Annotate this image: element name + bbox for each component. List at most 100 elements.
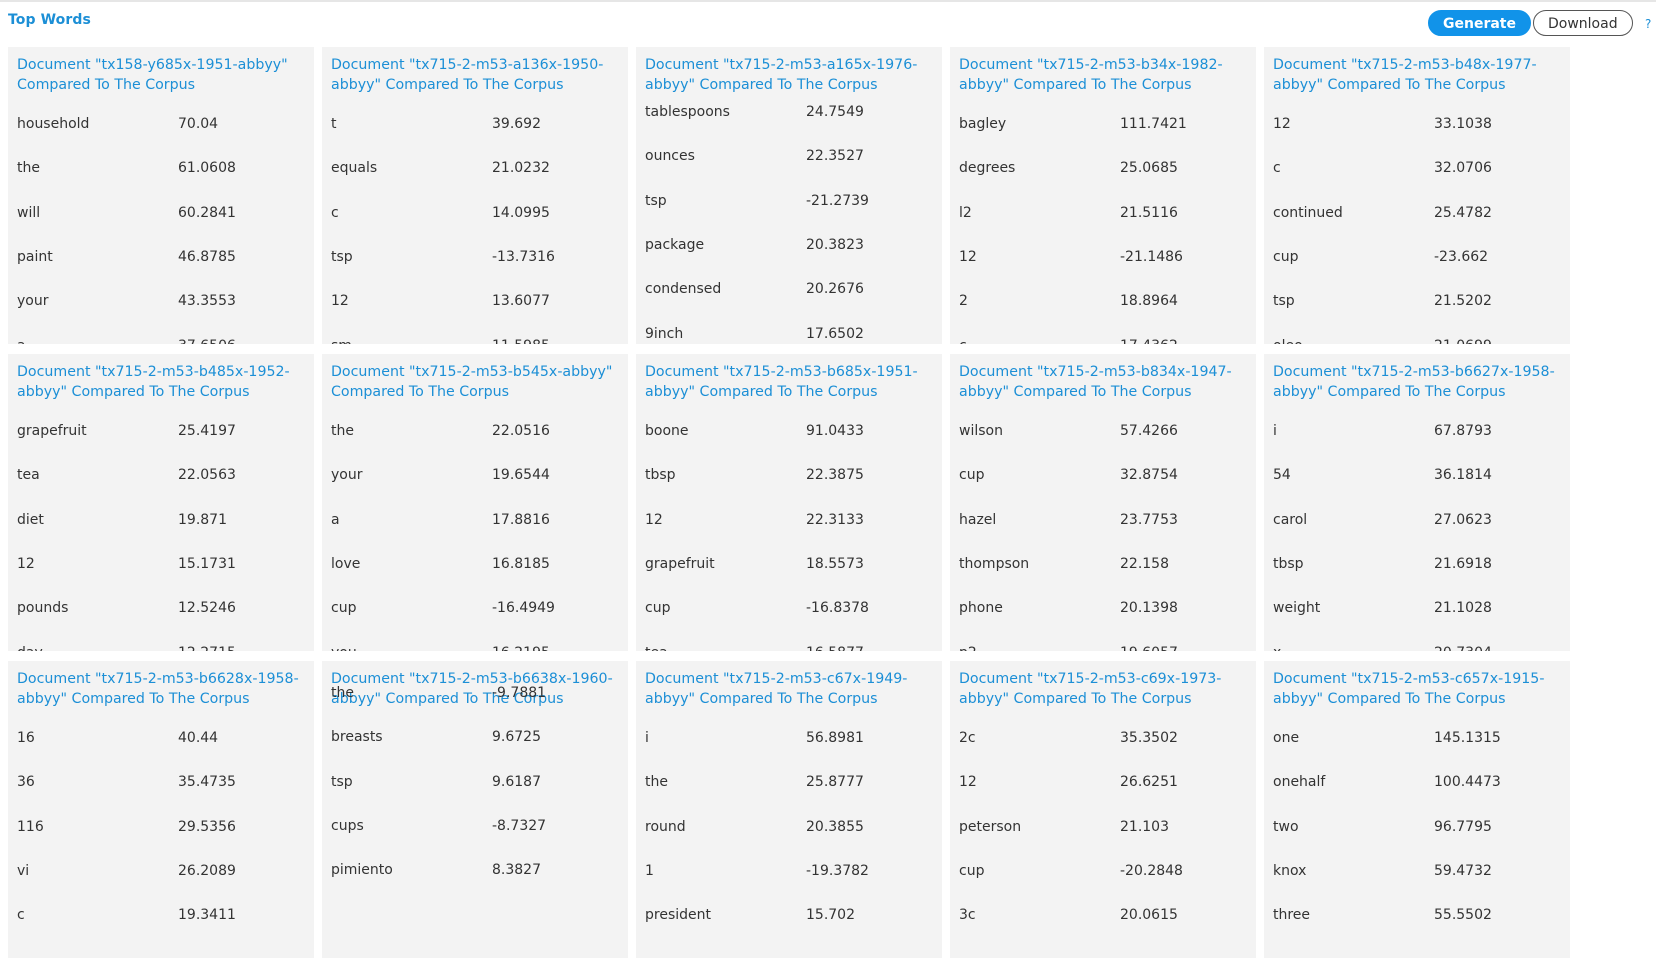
download-button[interactable]: Download	[1533, 10, 1633, 36]
word-score: 22.0516	[492, 423, 550, 439]
word-row: tea 22.0563	[17, 467, 314, 487]
word-score: 32.8754	[1120, 467, 1178, 484]
word-row: breasts 9.6725	[331, 729, 628, 749]
word-score: 55.5502	[1434, 907, 1492, 924]
word-score: 17.4362	[1120, 338, 1178, 345]
word-row: cup -23.662	[1273, 249, 1570, 269]
panel-title-link[interactable]: Document "tx715-2-m53-b6628x-1958-abbyy"…	[17, 671, 299, 707]
word-score: 17.6502	[806, 325, 864, 342]
word-score: 23.7753	[1120, 511, 1178, 528]
word-panel: Document "tx715-2-m53-c67x-1949-abbyy" C…	[636, 661, 942, 958]
word-term: t	[331, 116, 337, 132]
word-list: the -9.7881 breasts 9.6725 tsp 9.6187 cups -8.7…	[331, 661, 628, 958]
panel-title-link[interactable]: Document "tx715-2-m53-b48x-1977-abbyy" C…	[1273, 57, 1537, 93]
word-term: cups	[331, 817, 364, 834]
word-term: love	[331, 555, 361, 572]
word-row: i 56.8981	[645, 730, 942, 750]
word-score: 57.4266	[1120, 423, 1178, 439]
word-row: knox 59.4732	[1273, 863, 1570, 883]
word-term: continued	[1273, 204, 1343, 221]
word-row: condensed 20.2676	[645, 281, 942, 301]
panel-title-link[interactable]: Document "tx715-2-m53-b34x-1982-abbyy" C…	[959, 57, 1223, 93]
word-term: one	[1273, 730, 1300, 746]
word-row: wilson 57.4266	[959, 423, 1256, 443]
panel-title-link[interactable]: Document "tx158-y685x-1951-abbyy" Compar…	[17, 57, 288, 93]
word-score: 96.7795	[1434, 818, 1492, 835]
panel-title-link[interactable]: Document "tx715-2-m53-c69x-1973-abbyy" C…	[959, 671, 1222, 707]
word-score: -21.2739	[806, 192, 869, 209]
panel-title-link[interactable]: Document "tx715-2-m53-c657x-1915-abbyy" …	[1273, 671, 1545, 707]
word-score: 15.1731	[178, 555, 236, 572]
word-term: carol	[1273, 511, 1308, 528]
word-term: your	[331, 467, 363, 484]
word-term: 12	[1273, 116, 1291, 132]
word-score: 59.4732	[1434, 862, 1492, 879]
word-term: round	[645, 818, 686, 835]
word-term: tbsp	[645, 467, 676, 484]
word-row: 12 13.6077	[331, 293, 628, 313]
panel-title-link[interactable]: Document "tx715-2-m53-c67x-1949-abbyy" C…	[645, 671, 908, 707]
word-term: 12	[645, 511, 663, 528]
word-score: -9.7881	[492, 685, 547, 701]
word-score: 19.6057	[1120, 645, 1178, 652]
word-row: p2 19.6057	[959, 645, 1256, 652]
word-term: a	[331, 511, 340, 528]
word-score: 21.6918	[1434, 555, 1492, 572]
help-icon[interactable]: ?	[1645, 17, 1652, 31]
word-term: p2	[959, 645, 977, 652]
word-score: 20.1398	[1120, 600, 1178, 617]
word-row: c 14.0995	[331, 205, 628, 225]
panel-title-link[interactable]: Document "tx715-2-m53-b485x-1952-abbyy" …	[17, 364, 290, 400]
word-score: 67.8793	[1434, 423, 1492, 439]
generate-button[interactable]: Generate	[1428, 10, 1531, 36]
word-score: 22.3527	[806, 148, 864, 165]
word-row: vi 26.2089	[17, 863, 314, 883]
word-term: 12	[959, 248, 977, 265]
word-term: sm	[331, 338, 352, 345]
word-row: 1 -19.3782	[645, 863, 942, 883]
panel-title-link[interactable]: Document "tx715-2-m53-a165x-1976-abbyy" …	[645, 57, 918, 93]
word-row: a 17.8816	[331, 512, 628, 532]
word-term: 2	[959, 293, 968, 310]
panel-title-link[interactable]: Document "tx715-2-m53-b685x-1951-abbyy" …	[645, 364, 918, 400]
word-term: grapefruit	[645, 555, 715, 572]
word-list: bagley 111.7421 degrees 25.0685 l2 21.5116 12 -…	[959, 47, 1256, 344]
word-row: tbsp 22.3875	[645, 467, 942, 487]
word-score: 36.1814	[1434, 467, 1492, 484]
word-term: tsp	[645, 192, 667, 209]
word-row: equals 21.0232	[331, 160, 628, 180]
word-term: president	[645, 907, 711, 924]
word-list: tablespoons 24.7549 ounces 22.3527 tsp -21.27…	[645, 47, 942, 344]
word-term: breasts	[331, 729, 383, 746]
panel-title-link[interactable]: Document "tx715-2-m53-a136x-1950-abbyy" …	[331, 57, 604, 93]
word-row: x 20.7304	[1273, 645, 1570, 652]
word-score: 27.0623	[1434, 511, 1492, 528]
word-term: wilson	[959, 423, 1003, 439]
word-score: 24.7549	[806, 104, 864, 120]
word-score: 43.3553	[178, 293, 236, 310]
word-score: 14.0995	[492, 204, 550, 221]
word-row: 12 33.1038	[1273, 116, 1570, 136]
word-row: you 16.2195	[331, 645, 628, 652]
word-term: grapefruit	[17, 423, 87, 439]
word-term: a	[17, 338, 26, 345]
panel-title-link[interactable]: Document "tx715-2-m53-b545x-abbyy" Compa…	[331, 364, 613, 400]
word-score: -16.8378	[806, 600, 869, 617]
panel-title-link[interactable]: Document "tx715-2-m53-b834x-1947-abbyy" …	[959, 364, 1232, 400]
panel-title-link[interactable]: Document "tx715-2-m53-b6627x-1958-abbyy"…	[1273, 364, 1555, 400]
word-row: 2c 35.3502	[959, 730, 1256, 750]
word-list: i 67.8793 54 36.1814 carol 27.0623 tbsp 21.6918…	[1273, 354, 1570, 651]
panel-title-link[interactable]: Document "tx715-2-m53-b6638x-1960-abbyy"…	[331, 671, 613, 707]
word-row: hazel 23.7753	[959, 512, 1256, 532]
word-panel: Document "tx158-y685x-1951-abbyy" Compar…	[8, 47, 314, 344]
word-term: pimiento	[331, 862, 393, 879]
word-row: 12 -21.1486	[959, 249, 1256, 269]
word-row: carol 27.0623	[1273, 512, 1570, 532]
word-list: 12 33.1038 c 32.0706 continued 25.4782 cup -23.…	[1273, 47, 1570, 344]
word-row: phone 20.1398	[959, 600, 1256, 620]
word-term: 116	[17, 818, 44, 835]
word-score: 21.103	[1120, 818, 1169, 835]
word-score: 9.6187	[492, 773, 541, 790]
word-row: onehalf 100.4473	[1273, 774, 1570, 794]
word-row: c 19.3411	[17, 907, 314, 927]
